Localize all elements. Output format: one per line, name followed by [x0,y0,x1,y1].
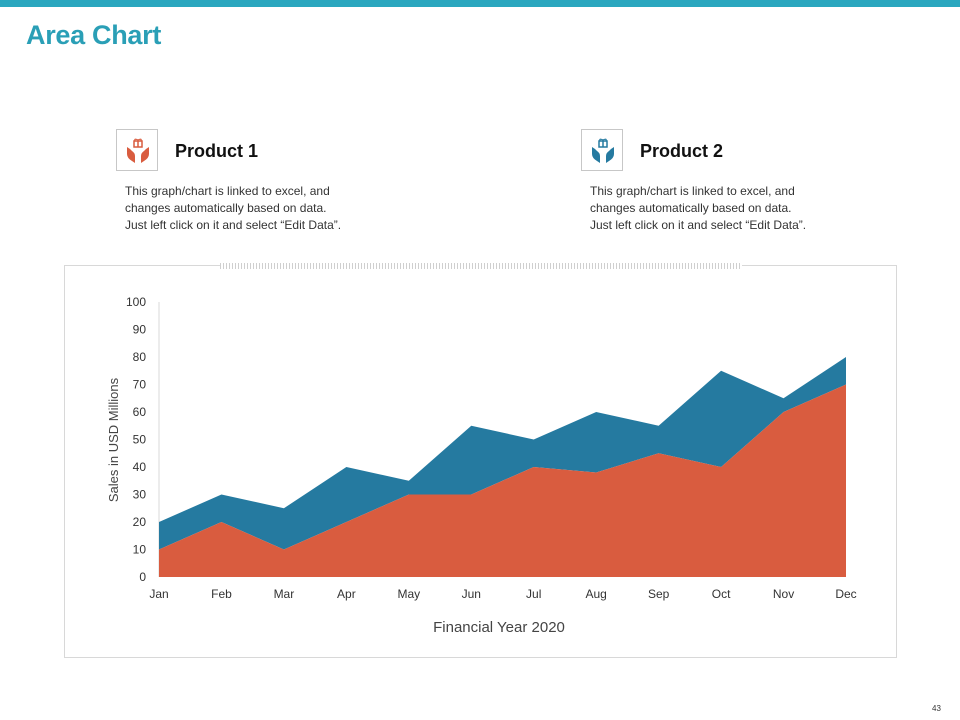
product-2-description: This graph/chart is linked to excel, and… [590,183,870,234]
page-number: 43 [932,704,941,713]
x-tick-label: Dec [835,587,856,601]
product-2-desc-line: This graph/chart is linked to excel, and [590,184,795,198]
top-accent-bar [0,0,960,7]
slide-title: Area Chart [26,20,162,50]
product-2-title: Product 2 [640,141,724,161]
y-tick-label: 10 [133,543,147,557]
y-tick-label: 90 [133,323,147,337]
y-tick-label: 60 [133,405,147,419]
x-tick-label: Apr [337,587,356,601]
y-tick-label: 100 [126,295,146,309]
hands-gift-icon [127,138,149,163]
y-tick-label: 70 [133,378,147,392]
product-2-icon-box [581,129,623,171]
y-tick-label: 30 [133,488,147,502]
x-tick-label: Jun [462,587,481,601]
x-tick-label: Feb [211,587,232,601]
product-2-desc-line: Just left click on it and select “Edit D… [590,218,807,232]
chart-frame[interactable]: 0 10 20 30 40 50 60 70 80 90 100 Jan Feb Mar Apr May Jun… [64,263,897,658]
y-tick-label: 0 [139,570,146,584]
product-2-desc-line: changes automatically based on data. [590,201,792,215]
product-1-title: Product 1 [175,141,259,161]
x-tick-label: Aug [586,587,607,601]
product-1-icon-box [116,129,158,171]
product-1-description: This graph/chart is linked to excel, and… [125,183,405,234]
area-chart[interactable]: 0 10 20 30 40 50 60 70 80 90 100 Jan Feb Mar Apr May Jun… [65,266,896,657]
y-tick-label: 50 [133,433,147,447]
x-tick-label: Mar [274,587,295,601]
x-tick-label: Jan [149,587,168,601]
x-axis-title: Financial Year 2020 [433,619,565,636]
y-tick-label: 80 [133,350,147,364]
product-1-desc-line: changes automatically based on data. [125,201,327,215]
x-tick-label: May [397,587,420,601]
y-tick-label: 40 [133,460,147,474]
chart-frame-handle [220,263,742,269]
hands-gift-icon [592,138,614,163]
x-tick-label: Nov [773,587,794,601]
y-tick-label: 20 [133,515,147,529]
area-series-2 [159,357,846,550]
x-tick-label: Sep [648,587,670,601]
x-tick-label: Jul [526,587,541,601]
product-1-desc-line: Just left click on it and select “Edit D… [125,218,342,232]
y-axis-title: Sales in USD Millions [106,377,121,502]
x-tick-label: Oct [712,587,731,601]
product-1-desc-line: This graph/chart is linked to excel, and [125,184,330,198]
area-series-1 [159,384,846,577]
